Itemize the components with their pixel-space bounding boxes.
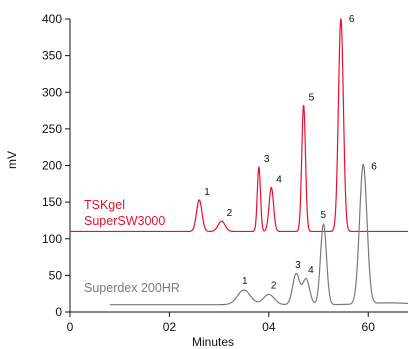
y-tick-label: 300: [42, 85, 62, 99]
peak-label: 2: [271, 280, 277, 291]
series-label: TSKgel: [84, 198, 125, 212]
y-tick-label: 250: [42, 122, 62, 136]
x-axis-ticks: 0 02 04 60: [67, 312, 376, 334]
peak-label: 4: [276, 174, 282, 185]
peak-label: 4: [308, 265, 314, 276]
x-tick-label: 04: [262, 320, 276, 334]
peak-label: 5: [309, 92, 315, 103]
series-layer: [69, 18, 409, 306]
peak-label: 6: [371, 162, 377, 173]
series-line: [69, 18, 409, 233]
y-axis-title: mV: [5, 151, 19, 169]
x-tick-label: 0: [67, 320, 74, 334]
peak-label: 1: [242, 276, 248, 287]
x-tick-label: 60: [362, 320, 376, 334]
series-line: [109, 163, 409, 306]
y-tick-label: 50: [49, 268, 63, 282]
y-tick-label: 0: [55, 305, 62, 319]
series-label: Superdex 200HR: [84, 281, 180, 295]
x-axis-title: Minutes: [192, 335, 234, 349]
peak-label: 5: [321, 210, 327, 221]
series-labels: TSKgel SuperSW3000 Superdex 200HR: [84, 198, 180, 295]
y-tick-label: 100: [42, 232, 62, 246]
y-axis-ticks: 0 50 100 150 200 250 300 350 400: [42, 12, 70, 319]
x-tick-label: 02: [163, 320, 177, 334]
peak-label: 3: [264, 154, 270, 165]
peak-label: 6: [349, 14, 355, 25]
peak-label: 1: [204, 187, 210, 198]
y-tick-label: 150: [42, 195, 62, 209]
peak-label: 3: [295, 260, 301, 271]
y-tick-label: 400: [42, 12, 62, 26]
peak-label: 2: [227, 208, 233, 219]
series-label: SuperSW3000: [84, 214, 165, 228]
y-tick-label: 200: [42, 159, 62, 173]
y-tick-label: 350: [42, 49, 62, 63]
